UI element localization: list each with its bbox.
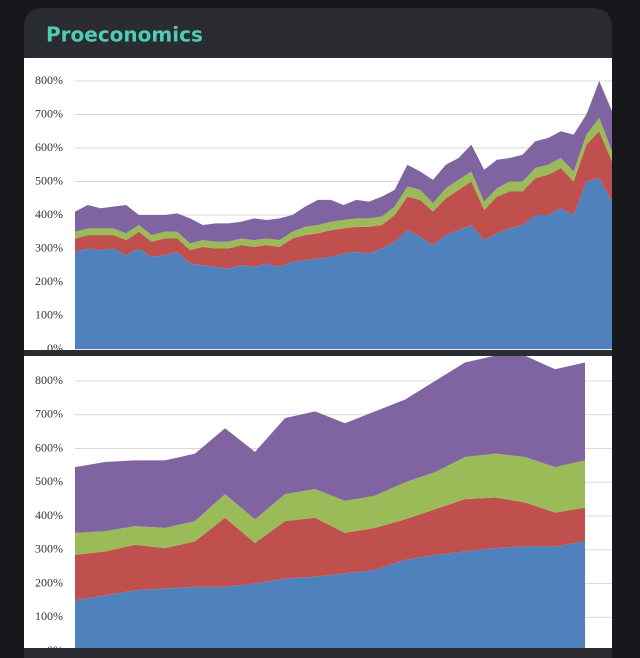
y-tick-label: 800% [35, 73, 63, 87]
y-tick-label: 500% [35, 474, 63, 488]
y-tick-label: 100% [35, 609, 63, 623]
y-tick-label: 600% [35, 440, 63, 454]
chart: 0% 100% 200% 300% 400% 500% 600% 700% 800% [35, 356, 612, 657]
y-tick-label: 0% [47, 341, 63, 355]
chart: 0% 100% 200% 300% 400% 500% 600% 700% 800% [35, 73, 612, 355]
y-tick-label: 300% [35, 542, 63, 556]
channel-title[interactable]: Proeconomics [46, 23, 203, 47]
message-footer [24, 648, 612, 658]
area [75, 356, 585, 533]
y-tick-label: 200% [35, 575, 63, 589]
y-tick-label: 300% [35, 240, 63, 254]
area [75, 131, 612, 269]
y-tick-label: 400% [35, 207, 63, 221]
message-header [24, 8, 612, 58]
area [75, 81, 612, 244]
y-tick-label: 200% [35, 274, 63, 288]
area [75, 117, 612, 251]
y-tick-label: 600% [35, 140, 63, 154]
divider [24, 350, 612, 356]
y-tick-label: 700% [35, 106, 63, 120]
area [75, 541, 585, 648]
y-tick-label: 500% [35, 173, 63, 187]
area [75, 497, 585, 601]
area [75, 453, 585, 555]
y-tick-label: 700% [35, 407, 63, 421]
y-tick-label: 100% [35, 307, 63, 321]
area [75, 178, 612, 349]
y-tick-label: 800% [35, 373, 63, 387]
y-tick-label: 0% [47, 643, 63, 657]
y-tick-label: 400% [35, 508, 63, 522]
